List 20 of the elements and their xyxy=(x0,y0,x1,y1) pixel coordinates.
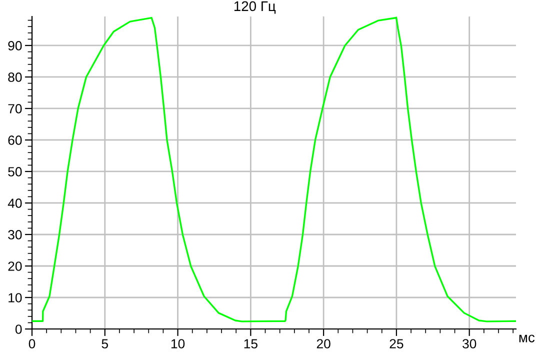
y-tick-label: 50 xyxy=(8,167,22,176)
x-tick-label: 20 xyxy=(316,339,330,348)
y-tick-label: 0 xyxy=(15,324,22,334)
y-tick-label: 10 xyxy=(8,293,22,302)
x-tick-label: 25 xyxy=(390,339,404,348)
chart-title: 120 Гц xyxy=(234,1,276,14)
x-tick-label: 30 xyxy=(462,339,476,348)
y-tick-label: 70 xyxy=(8,104,22,114)
x-tick-label: 5 xyxy=(102,339,108,348)
x-axis-title: мс xyxy=(519,334,535,342)
y-tick-label: 90 xyxy=(8,41,22,50)
y-tick-label: 60 xyxy=(8,136,22,145)
y-tick-label: 30 xyxy=(8,230,22,240)
x-tick-label: 0 xyxy=(28,339,36,348)
x-tick-label: 15 xyxy=(244,339,258,348)
line-series xyxy=(32,16,516,322)
y-tick-label: 80 xyxy=(8,72,22,82)
x-tick-label: 10 xyxy=(171,339,185,348)
y-tick-label: 20 xyxy=(8,262,22,271)
y-tick-label: 40 xyxy=(8,198,22,208)
